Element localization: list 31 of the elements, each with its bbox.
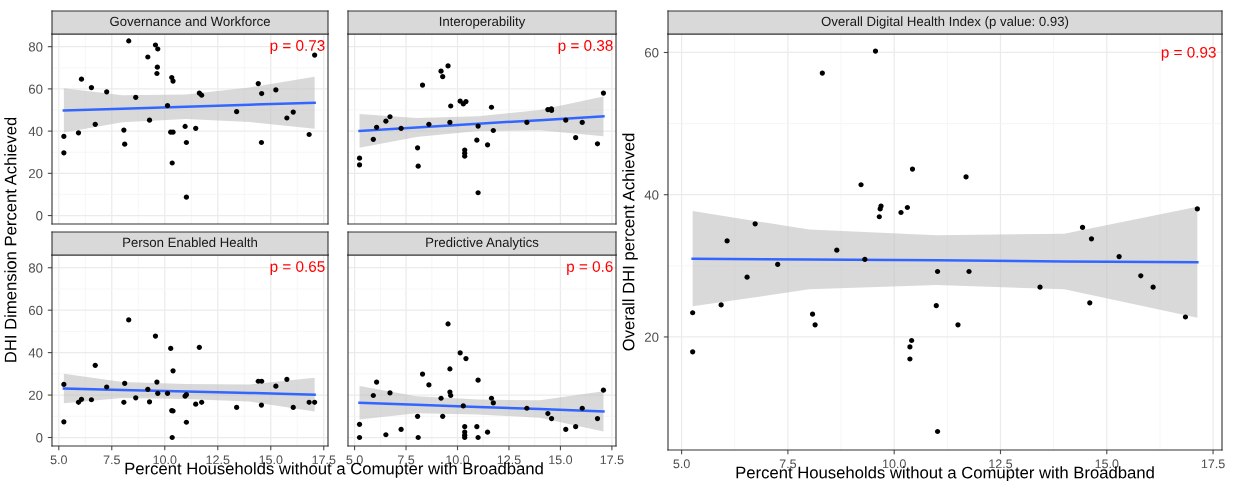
y-tick-label: 0 xyxy=(36,433,43,443)
y-tick-label: 20 xyxy=(28,168,43,179)
y-tick-label: 40 xyxy=(28,348,43,358)
annotation: p = 0.73 xyxy=(270,40,325,54)
y-tick-label: 0 xyxy=(36,211,43,221)
chart-title: Person Enabled Health xyxy=(123,237,257,248)
y-tick-label: 40 xyxy=(644,190,659,200)
annotation: p = 0.38 xyxy=(558,40,613,54)
annotation: p = 0.6 xyxy=(567,261,613,275)
y-tick-label: 60 xyxy=(644,48,659,58)
x-tick-label: 7.5 xyxy=(103,455,120,465)
y-tick-label: 80 xyxy=(28,42,43,52)
y-axis-title: Overall DHI percent Achieved xyxy=(622,133,638,351)
x-tick-label: 5.0 xyxy=(50,455,67,465)
chart-title: Predictive Analytics xyxy=(426,237,539,250)
y-axis-title: DHI Dimension Percent Achieved xyxy=(4,117,17,362)
chart-title: Interoperability xyxy=(439,16,526,29)
chart-title: Overall Digital Health Index (p value: 0.93) xyxy=(821,16,1069,29)
x-tick-label: 5.0 xyxy=(673,459,690,469)
y-tick-label: 80 xyxy=(28,263,43,273)
chart-title: Governance and Workforce xyxy=(110,16,270,27)
annotation: p = 0.65 xyxy=(270,261,325,275)
x-tick-label: 17.5 xyxy=(1201,459,1225,469)
annotation: p = 0.93 xyxy=(1161,46,1216,61)
x-tick-label: 15.0 xyxy=(549,455,573,465)
y-tick-label: 60 xyxy=(28,305,43,316)
y-tick-label: 20 xyxy=(28,390,43,400)
y-tick-label: 60 xyxy=(28,84,43,94)
y-tick-label: 40 xyxy=(28,126,43,137)
y-tick-label: 20 xyxy=(644,332,659,342)
x-tick-label: 17.5 xyxy=(600,455,624,465)
